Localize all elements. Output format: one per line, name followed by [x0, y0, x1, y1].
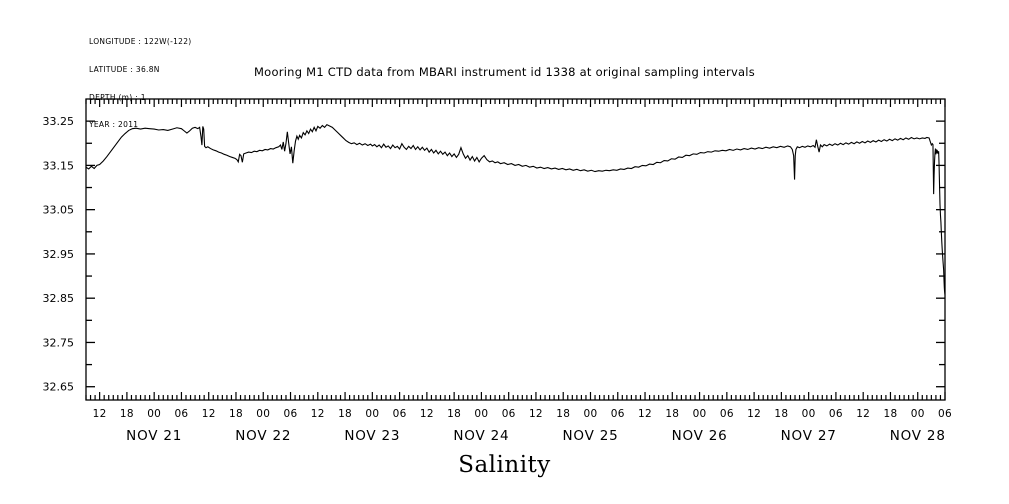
- x-hour-tick-label: 00: [911, 408, 925, 420]
- x-hour-tick-label: 18: [774, 408, 788, 420]
- y-tick-label: 33.15: [43, 159, 75, 172]
- y-axis-ticks: 32.65 32.75 32.85 32.95 33.05 33.15 33.25: [43, 115, 945, 394]
- x-hour-tick-label: 00: [365, 408, 379, 420]
- x-day-label: NOV 28: [890, 428, 946, 444]
- x-hour-tick-label: 18: [338, 408, 352, 420]
- x-hour-tick-label: 06: [720, 408, 734, 420]
- x-hour-tick-label: 18: [556, 408, 570, 420]
- metadata-depth: DEPTH (m) : 1: [89, 92, 146, 102]
- x-day-label: NOV 23: [344, 428, 400, 444]
- x-day-label: NOV 22: [235, 428, 291, 444]
- x-hour-tick-label: 06: [284, 408, 298, 420]
- x-hour-tick-label: 00: [147, 408, 161, 420]
- x-hour-tick-label: 18: [447, 408, 461, 420]
- x-day-label: NOV 25: [562, 428, 618, 444]
- x-hour-tick-label: 12: [311, 408, 325, 420]
- x-day-label: NOV 24: [453, 428, 509, 444]
- x-hour-tick-label: 12: [420, 408, 434, 420]
- y-tick-label: 33.25: [43, 115, 75, 128]
- chart-title: Mooring M1 CTD data from MBARI instrumen…: [254, 65, 755, 79]
- x-hour-tick-label: 00: [693, 408, 707, 420]
- x-hour-tick-label: 06: [611, 408, 625, 420]
- x-hour-tick-label: 12: [529, 408, 543, 420]
- salinity-data-line: [86, 123, 945, 295]
- x-hour-tick-label: 12: [638, 408, 652, 420]
- y-tick-label: 32.65: [43, 381, 75, 394]
- x-hour-tick-label: 00: [802, 408, 816, 420]
- metadata-latitude: LATITUDE : 36.8N: [89, 65, 160, 75]
- x-axis-day-labels: NOV 21 NOV 22 NOV 23 NOV 24 NOV 25 NOV 26 NOV …: [126, 428, 946, 444]
- x-hour-tick-label: 12: [202, 408, 216, 420]
- x-hour-tick-label: 18: [120, 408, 134, 420]
- x-axis-caption: Salinity: [458, 452, 551, 478]
- x-hour-tick-label: 18: [665, 408, 679, 420]
- y-tick-label: 33.05: [43, 204, 75, 217]
- x-hour-tick-label: 06: [174, 408, 188, 420]
- y-tick-label: 32.85: [43, 292, 75, 305]
- metadata-year: YEAR : 2011: [89, 120, 139, 130]
- x-hour-tick-label: 00: [474, 408, 488, 420]
- x-hour-tick-label: 18: [883, 408, 897, 420]
- x-hour-tick-label: 06: [938, 408, 952, 420]
- x-hour-tick-label: 12: [856, 408, 870, 420]
- y-tick-label: 32.95: [43, 248, 75, 261]
- x-hour-tick-label: 12: [747, 408, 761, 420]
- x-hour-tick-label: 06: [393, 408, 407, 420]
- x-axis-ticks: 12 18 00 06 12 18 00 06 12 18 00 06 12 18 00 06 12 18 00 06…: [85, 99, 952, 420]
- x-day-label: NOV 27: [781, 428, 837, 444]
- x-hour-tick-label: 12: [93, 408, 107, 420]
- plot-frame: [85, 98, 946, 401]
- x-hour-tick-label: 06: [502, 408, 516, 420]
- x-hour-tick-label: 00: [584, 408, 598, 420]
- y-tick-label: 32.75: [43, 336, 75, 349]
- metadata-longitude: LONGITUDE : 122W(-122): [89, 37, 192, 47]
- x-hour-tick-label: 06: [829, 408, 843, 420]
- x-day-label: NOV 26: [672, 428, 728, 444]
- x-hour-tick-label: 18: [229, 408, 243, 420]
- x-day-label: NOV 21: [126, 428, 182, 444]
- x-hour-tick-label: 00: [256, 408, 270, 420]
- metadata-block: LONGITUDE : 122W(-122) LATITUDE : 36.8N …: [89, 19, 192, 148]
